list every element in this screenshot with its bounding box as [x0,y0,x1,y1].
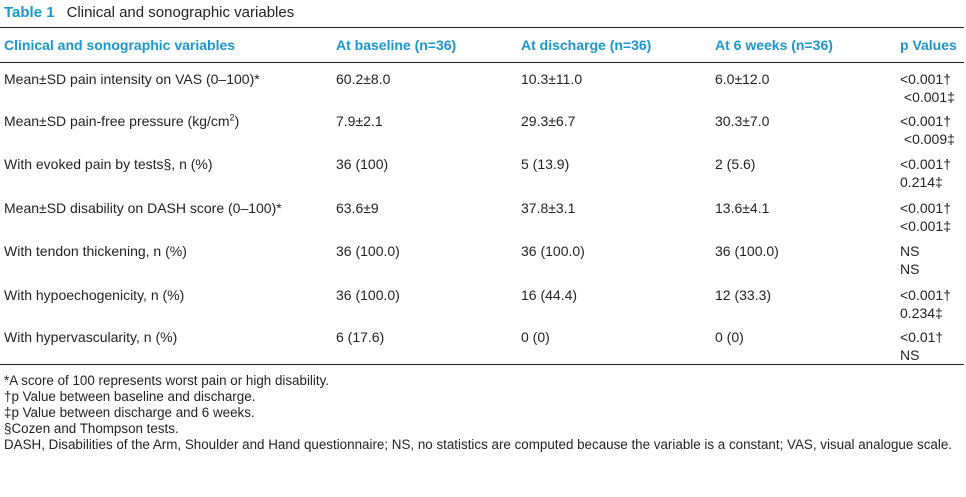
row-discharge: 0 (0) [521,329,550,345]
table-title: Clinical and sonographic variables [66,4,295,21]
row-six-weeks: 2 (5.6) [715,156,756,172]
table-row: Mean±SD disability on DASH score (0–100)… [0,199,964,239]
row-six-weeks: 13.6±4.1 [715,200,770,216]
p-value-discharge-six-weeks: <0.001‡ [900,89,955,105]
row-baseline: 6 (17.6) [336,329,385,345]
row-baseline: 63.6±9 [336,200,379,216]
variable-tail: ) [234,113,240,129]
row-six-weeks: 36 (100.0) [715,243,779,259]
table-caption: Table 1 Clinical and sonographic variable… [4,4,294,22]
footnote-section: §Cozen and Thompson tests. [4,421,179,436]
row-six-weeks: 12 (33.3) [715,287,772,303]
footnote-double-dagger: ‡p Value between discharge and 6 weeks. [4,405,255,420]
row-six-weeks: 0 (0) [715,329,744,345]
footnote-dagger: †p Value between baseline and discharge. [4,389,256,404]
row-baseline: 60.2±8.0 [336,71,391,87]
table-row: With tendon thickening, n (%) 36 (100.0)… [0,242,964,282]
p-value-baseline-discharge: <0.01† [900,329,944,345]
bottom-rule [0,364,964,365]
top-rule [0,27,964,28]
p-value-discharge-six-weeks: 0.234‡ [900,305,943,321]
row-variable: Mean±SD disability on DASH score (0–100)… [4,200,282,216]
p-value-discharge-six-weeks: NS [900,261,920,277]
row-p-values: <0.01† NS [900,328,943,364]
row-discharge: 16 (44.4) [521,287,578,303]
p-value-baseline-discharge: <0.001† [900,156,951,172]
table-row: Mean±SD pain intensity on VAS (0–100)* 6… [0,70,964,110]
table-row: With hypoechogenicity, n (%) 36 (100.0) … [0,286,964,326]
row-six-weeks: 6.0±12.0 [715,71,770,87]
row-p-values: <0.001† 0.214‡ [900,155,951,191]
row-baseline: 36 (100.0) [336,243,400,259]
row-p-values: NS NS [900,242,919,278]
row-variable: Mean±SD pain intensity on VAS (0–100)* [4,71,260,87]
row-discharge: 36 (100.0) [521,243,585,259]
row-discharge: 5 (13.9) [521,156,570,172]
p-value-discharge-six-weeks: <0.009‡ [900,131,955,147]
column-header-six-weeks: At 6 weeks (n=36) [715,37,833,53]
table-label: Table 1 [4,4,55,21]
row-variable: With hypoechogenicity, n (%) [4,287,185,303]
column-header-variables: Clinical and sonographic variables [4,37,236,53]
table-footnotes: *A score of 100 represents worst pain or… [4,373,954,453]
p-value-baseline-discharge: <0.001† [900,113,951,129]
row-p-values: <0.001† <0.001‡ [900,70,955,106]
row-variable: Mean±SD pain-free pressure (kg/cm2) [4,112,239,130]
table-row: Mean±SD pain-free pressure (kg/cm2) 7.9±… [0,112,964,152]
row-p-values: <0.001† 0.234‡ [900,286,951,322]
row-discharge: 29.3±6.7 [521,113,576,129]
row-variable: With evoked pain by tests§, n (%) [4,156,213,172]
column-header-p-values: p Values [900,37,957,53]
row-discharge: 10.3±11.0 [521,71,583,87]
footnote-asterisk: *A score of 100 represents worst pain or… [4,373,330,388]
p-value-discharge-six-weeks: 0.214‡ [900,174,943,190]
row-p-values: <0.001† <0.009‡ [900,112,955,148]
row-baseline: 36 (100.0) [336,287,400,303]
p-value-baseline-discharge: <0.001† [900,287,951,303]
row-p-values: <0.001† <0.001‡ [900,199,951,235]
p-value-discharge-six-weeks: <0.001‡ [900,218,951,234]
column-header-discharge: At discharge (n=36) [521,37,652,53]
p-value-baseline-discharge: <0.001† [900,71,951,87]
p-value-discharge-six-weeks: NS [900,347,920,363]
row-variable: With hypervascularity, n (%) [4,329,178,345]
variable-superscript: 2 [229,112,235,123]
row-discharge: 37.8±3.1 [521,200,576,216]
variable-text: Mean±SD pain-free pressure (kg/cm [4,113,230,129]
p-value-baseline-discharge: <0.001† [900,200,951,216]
table-row: With evoked pain by tests§, n (%) 36 (10… [0,155,964,195]
row-baseline: 36 (100) [336,156,389,172]
table-row: With hypervascularity, n (%) 6 (17.6) 0 … [0,328,964,368]
footnote-abbreviations: DASH, Disabilities of the Arm, Shoulder … [4,437,953,452]
column-header-baseline: At baseline (n=36) [336,37,457,53]
row-baseline: 7.9±2.1 [336,113,383,129]
row-variable: With tendon thickening, n (%) [4,243,187,259]
p-value-baseline-discharge: NS [900,243,920,259]
row-six-weeks: 30.3±7.0 [715,113,770,129]
header-rule [0,62,964,63]
